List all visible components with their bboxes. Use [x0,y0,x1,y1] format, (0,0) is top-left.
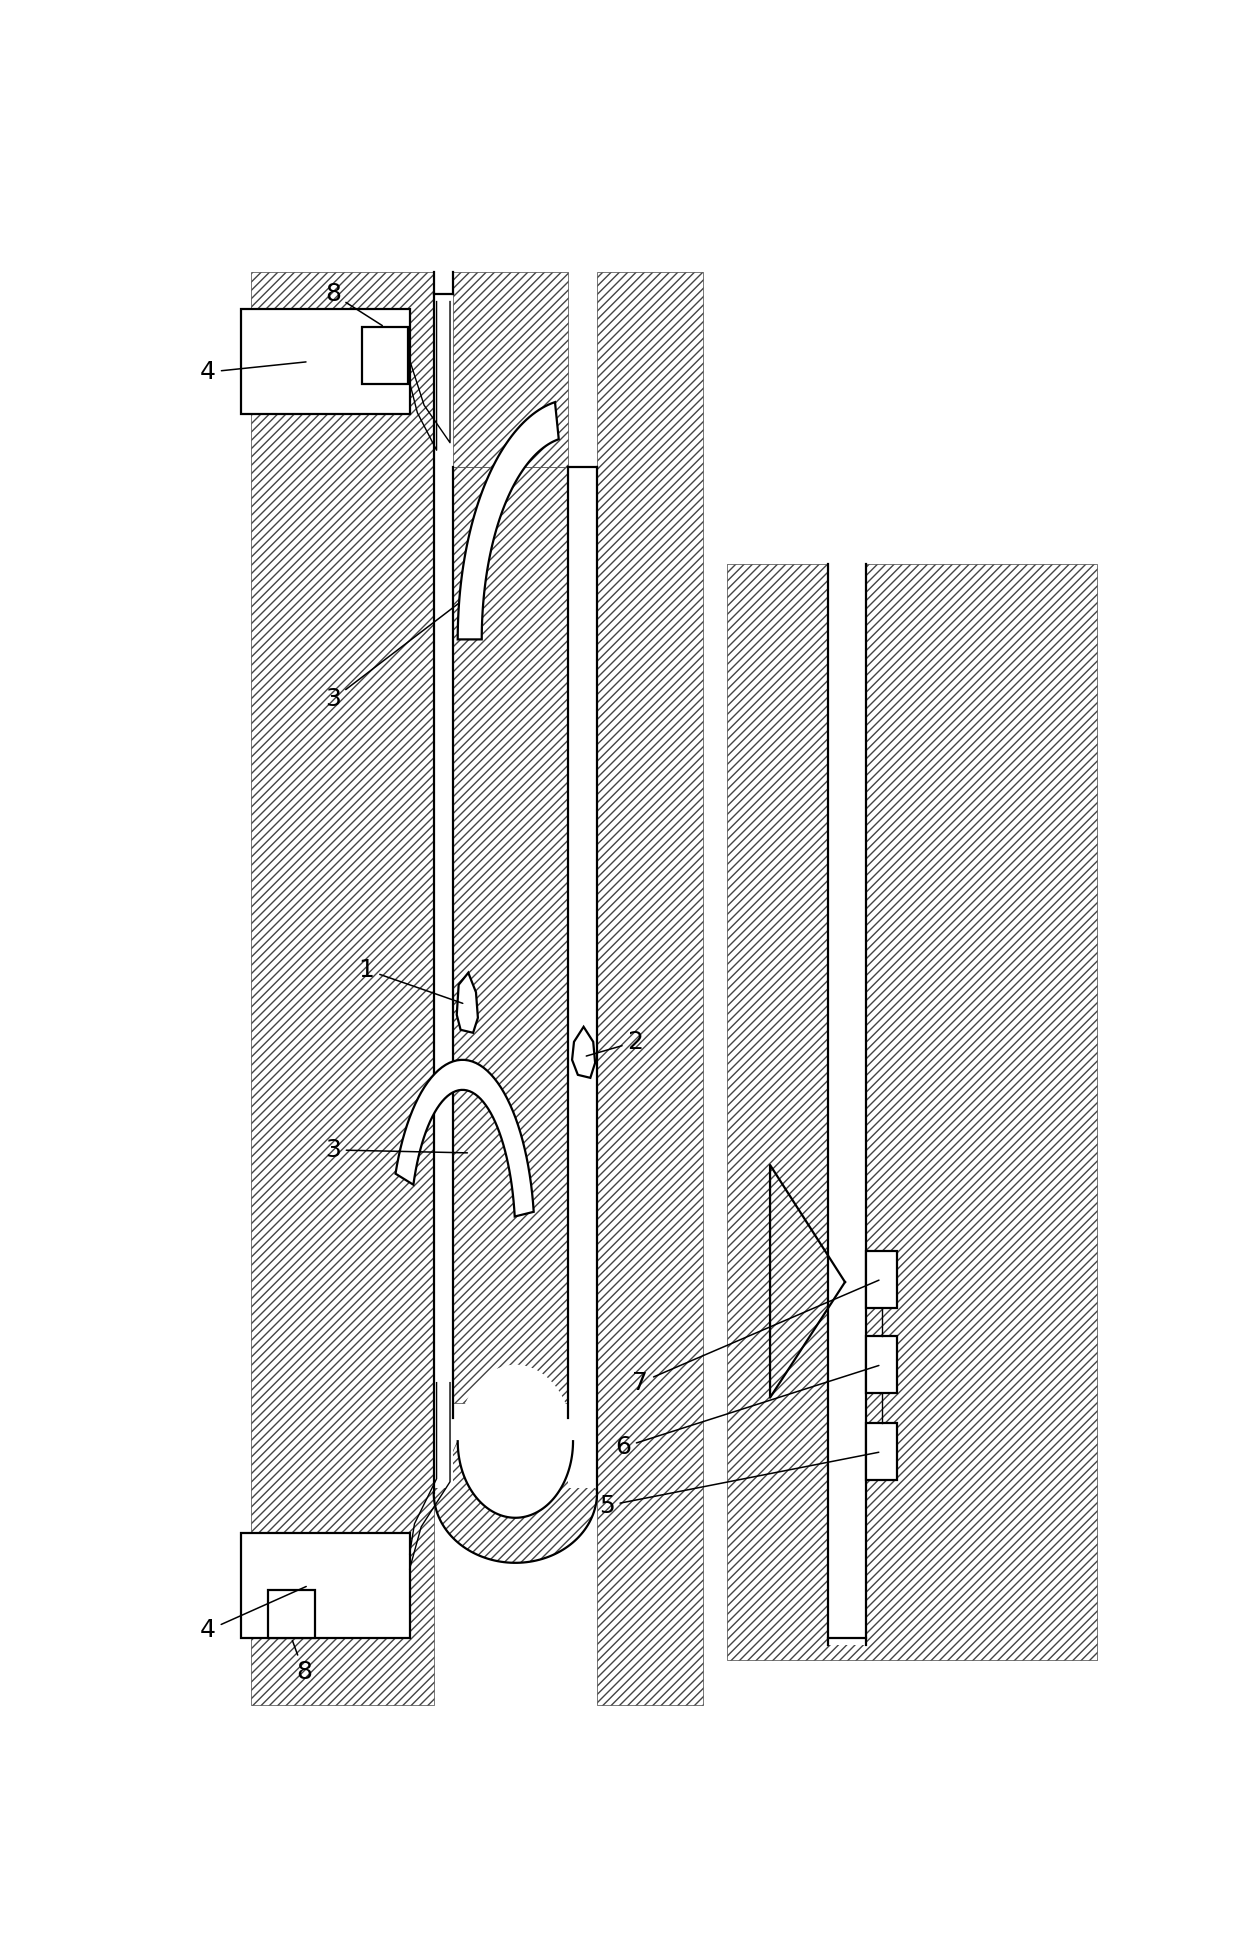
Bar [434,294,453,1488]
Text: 2: 2 [587,1030,644,1057]
Bar [453,466,568,1402]
Text: 3: 3 [325,604,459,712]
Text: 8: 8 [293,1640,312,1685]
Bar [568,466,598,1488]
Text: 4: 4 [200,1587,306,1642]
Bar [596,271,703,1706]
Text: 5: 5 [599,1453,879,1517]
Text: 6: 6 [615,1365,879,1459]
Bar [727,564,1096,1661]
Bar [453,271,568,466]
Ellipse shape [458,1365,573,1517]
Text: 1: 1 [358,957,463,1004]
Text: 7: 7 [632,1279,879,1394]
Polygon shape [434,1441,596,1562]
Polygon shape [396,1061,533,1217]
Text: 3: 3 [325,1139,467,1162]
Bar [866,1250,897,1308]
Bar [250,271,434,1706]
Bar [268,1589,315,1638]
Polygon shape [456,973,477,1034]
Bar [866,1424,897,1480]
Bar [362,328,408,384]
Polygon shape [572,1028,595,1078]
Bar [242,1533,409,1638]
Bar [242,308,409,413]
Text: 4: 4 [200,361,306,384]
Bar [866,1336,897,1392]
Text: 8: 8 [325,283,382,326]
Bar [828,564,866,1646]
Polygon shape [458,402,559,640]
